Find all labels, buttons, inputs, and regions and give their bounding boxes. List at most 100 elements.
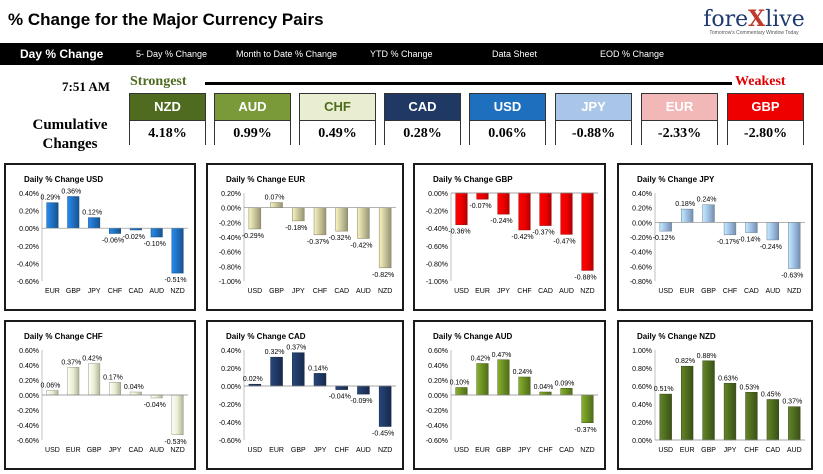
data-label: 0.02% — [243, 376, 263, 383]
x-tick-label: NZD — [787, 288, 801, 295]
data-label: 0.17% — [103, 374, 123, 381]
timestamp: 7:51 AM — [62, 79, 111, 94]
x-tick-label: JPY — [724, 447, 737, 454]
x-tick-label: USD — [45, 447, 60, 454]
bar-chart: Daily % Change JPY -0.80% -0.60% -0.40% -0.2… — [630, 175, 805, 295]
bar-chart: Daily % Change USD -0.60% -0.40% -0.20% 0.00… — [17, 175, 188, 295]
currency-box-chf: CHF 0.49% — [299, 93, 376, 145]
chart-panel-0: Daily % Change USD -0.60% -0.40% -0.20% 0.00… — [4, 163, 196, 311]
y-tick-label: 0.00% — [428, 393, 448, 400]
bar-eur — [46, 202, 59, 229]
x-tick-label: GBP — [66, 288, 81, 295]
logo-tagline: Tomorrow's Commentary Window Today — [709, 30, 799, 36]
bar-chf — [518, 192, 531, 231]
nav-bar: Day % Change 5- Day % Change Month to Da… — [0, 43, 823, 65]
x-tick-label: AUD — [149, 288, 164, 295]
data-label: -0.09% — [350, 398, 372, 405]
y-tick-label: -0.60% — [219, 438, 241, 445]
x-tick-label: USD — [658, 288, 673, 295]
x-tick-label: NZD — [170, 447, 184, 454]
y-tick-label: 0.20% — [632, 206, 652, 213]
nav-day-change[interactable]: Day % Change — [20, 47, 104, 61]
bar-gbp — [702, 204, 715, 223]
data-label: 0.07% — [265, 195, 285, 202]
nav-eod-change[interactable]: EOD % Change — [600, 49, 665, 59]
y-tick-label: -0.60% — [630, 264, 652, 271]
chart-title: Daily % Change CHF — [24, 332, 103, 341]
bar-cad — [539, 192, 552, 226]
currency-cumulative-value: 0.49% — [300, 120, 375, 145]
y-tick-label: 0.80% — [632, 366, 652, 373]
currency-code: JPY — [556, 94, 631, 120]
bar-nzd — [581, 394, 594, 423]
bar-usd — [248, 207, 262, 230]
chart-title: Daily % Change NZD — [637, 332, 716, 341]
bar-chart: Daily % Change NZD0.00%0.20%0.40%0.60%0.… — [632, 332, 805, 454]
y-tick-label: 0.20% — [221, 366, 241, 373]
currency-code: EUR — [642, 94, 717, 120]
logo-wordmark: foreXlive — [703, 6, 805, 32]
nav-data-sheet[interactable]: Data Sheet — [492, 49, 538, 59]
x-tick-label: JPY — [88, 288, 101, 295]
x-tick-label: JPY — [497, 288, 510, 295]
y-tick-label: 0.00% — [19, 393, 39, 400]
x-tick-label: AUD — [787, 447, 802, 454]
data-label: -0.88% — [574, 274, 596, 281]
bar-eur — [476, 192, 489, 200]
data-label: 0.53% — [739, 384, 759, 391]
y-tick-label: -0.60% — [219, 250, 241, 257]
bar-gbp — [497, 359, 510, 396]
y-tick-label: -0.40% — [426, 423, 448, 430]
bar-chart: Daily % Change CHF -0.60% -0.40% -0.20% 0.00… — [17, 332, 188, 454]
x-tick-label: USD — [658, 447, 673, 454]
x-tick-label: NZD — [580, 288, 594, 295]
x-tick-label: CHF — [108, 288, 122, 295]
y-tick-label: -0.20% — [219, 402, 241, 409]
x-tick-label: USD — [454, 447, 469, 454]
x-tick-label: NZD — [580, 447, 594, 454]
y-tick-label: 0.40% — [632, 191, 652, 198]
nav-month-to-date[interactable]: Month to Date % Change — [236, 49, 338, 59]
x-tick-label: AUD — [559, 288, 574, 295]
currency-cumulative-value: 0.28% — [385, 120, 460, 145]
y-tick-label: -0.40% — [17, 423, 39, 430]
bar-chart: Daily % Change EUR -1.00% -0.80% -0.60% -0.4… — [219, 175, 396, 295]
x-tick-label: CAD — [744, 288, 759, 295]
bar-chf — [313, 207, 327, 236]
y-tick-label: 0.60% — [632, 384, 652, 391]
data-label: -0.47% — [553, 238, 575, 245]
currency-box-aud: AUD 0.99% — [214, 93, 291, 145]
x-tick-label: NZD — [378, 447, 392, 454]
bar-nzd — [788, 222, 801, 269]
bar-chart: Daily % Change GBP -1.00% -0.80% -0.60% -0.4… — [426, 175, 598, 295]
currency-cumulative-value: -0.88% — [556, 120, 631, 145]
data-label: 0.32% — [265, 349, 285, 356]
y-tick-label: -0.80% — [630, 279, 652, 286]
x-tick-label: AUD — [356, 447, 371, 454]
data-label: -0.02% — [123, 234, 145, 241]
nav-ytd-change[interactable]: YTD % Change — [370, 49, 433, 59]
data-label: -0.06% — [102, 237, 124, 244]
data-label: 0.06% — [40, 383, 60, 390]
y-tick-label: -0.80% — [426, 261, 448, 268]
x-tick-label: CHF — [313, 288, 327, 295]
bar-aud — [150, 227, 163, 238]
forexlive-logo[interactable]: foreXlive Tomorrow's Commentary Window T… — [700, 6, 808, 36]
currency-code: CHF — [300, 94, 375, 120]
x-tick-label: GBP — [496, 447, 511, 454]
x-tick-label: CAD — [765, 447, 780, 454]
y-tick-label: -1.00% — [219, 279, 241, 286]
nav-5-day-change[interactable]: 5- Day % Change — [136, 49, 208, 59]
x-tick-label: CHF — [335, 447, 349, 454]
currency-box-jpy: JPY -0.88% — [555, 93, 632, 145]
data-label: -0.12% — [653, 235, 675, 242]
data-label: -0.51% — [164, 277, 186, 284]
data-label: 0.37% — [286, 345, 306, 352]
bar-nzd — [378, 207, 392, 269]
bar-gbp — [88, 363, 101, 396]
bar-jpy — [109, 382, 121, 396]
data-label: -0.45% — [372, 431, 394, 438]
data-label: 0.24% — [697, 197, 717, 204]
bar-jpy — [88, 217, 101, 229]
strength-axis-line — [205, 82, 732, 85]
